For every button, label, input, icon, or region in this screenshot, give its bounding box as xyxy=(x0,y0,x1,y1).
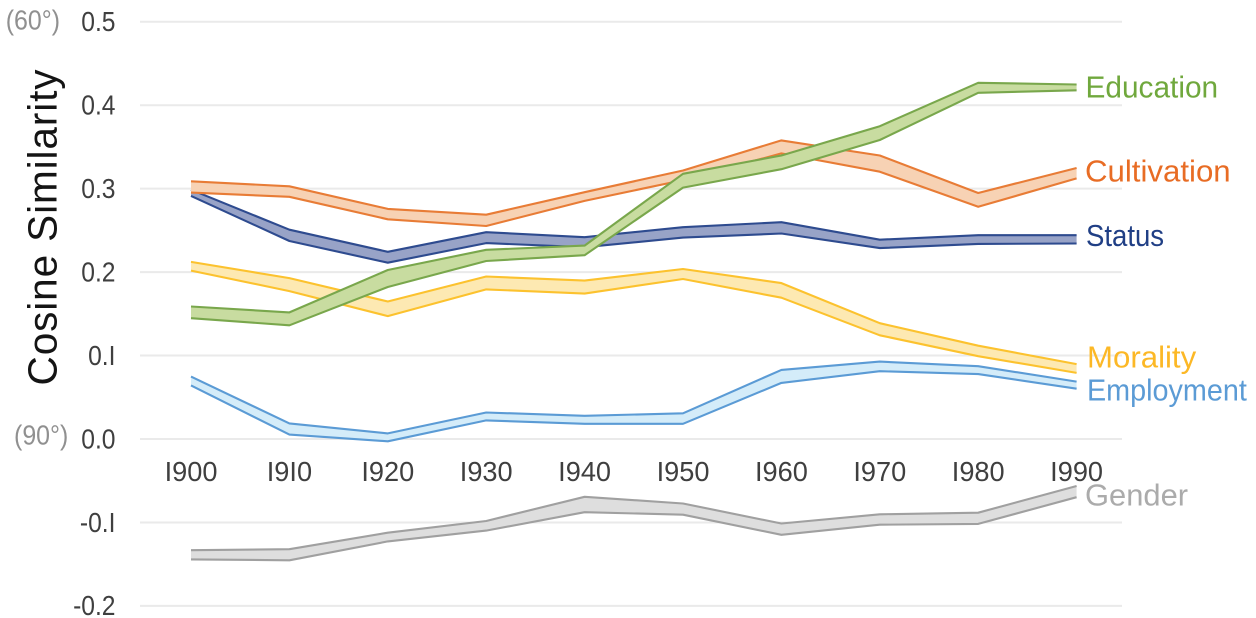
svg-text:0.I: 0.I xyxy=(88,339,115,371)
svg-text:(60°): (60°) xyxy=(6,4,60,36)
svg-text:I990: I990 xyxy=(1050,456,1103,487)
svg-text:Gender: Gender xyxy=(1085,478,1188,513)
svg-text:I970: I970 xyxy=(853,456,906,487)
svg-text:Status: Status xyxy=(1086,220,1164,254)
svg-text:0.0: 0.0 xyxy=(81,423,115,455)
svg-text:-0.I: -0.I xyxy=(80,506,116,538)
svg-text:0.5: 0.5 xyxy=(81,6,115,38)
svg-text:I920: I920 xyxy=(361,456,414,487)
svg-text:Employment: Employment xyxy=(1087,374,1248,408)
svg-text:I900: I900 xyxy=(165,456,218,487)
svg-text:I960: I960 xyxy=(755,456,808,487)
svg-text:0.4: 0.4 xyxy=(81,89,115,121)
svg-text:Education: Education xyxy=(1086,71,1219,104)
svg-text:I980: I980 xyxy=(952,456,1005,487)
svg-text:Cultivation: Cultivation xyxy=(1085,154,1231,189)
svg-text:I950: I950 xyxy=(657,456,710,487)
svg-text:(90°): (90°) xyxy=(14,419,68,451)
svg-text:I9I0: I9I0 xyxy=(267,456,312,487)
svg-text:0.3: 0.3 xyxy=(81,172,115,204)
svg-text:I930: I930 xyxy=(460,456,513,487)
svg-text:0.2: 0.2 xyxy=(81,256,115,288)
svg-text:Morality: Morality xyxy=(1087,340,1197,375)
svg-text:Cosine Similarity: Cosine Similarity xyxy=(20,69,66,386)
svg-text:I940: I940 xyxy=(558,456,611,487)
svg-text:-0.2: -0.2 xyxy=(73,590,115,618)
